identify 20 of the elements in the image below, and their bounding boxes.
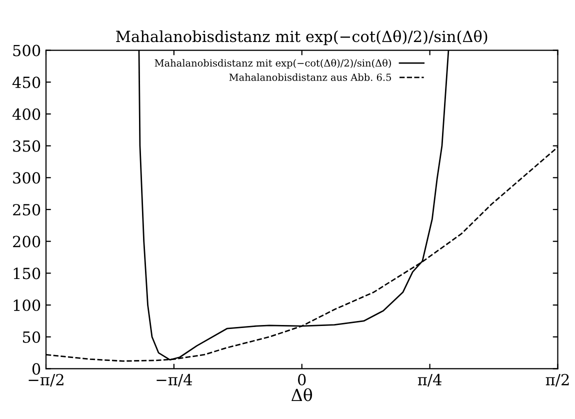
y-tick-label: 450 — [12, 76, 40, 88]
legend-label: Mahalanobisdistanz aus Abb. 6.5 — [229, 73, 391, 81]
legend-label: Mahalanobisdistanz mit exp(−cot(Δθ)/2)/sin(Δθ) — [154, 59, 391, 69]
x-axis-title: Δθ — [291, 388, 312, 402]
y-tick-label: 350 — [13, 140, 40, 152]
y-tick-label: 300 — [13, 172, 40, 184]
y-tick-label: 400 — [12, 108, 40, 120]
x-tick-label: −π/4 — [156, 374, 192, 387]
x-tick-label: π/2 — [546, 374, 569, 387]
x-tick-label: π/4 — [418, 374, 442, 387]
y-tick-label: 250 — [13, 204, 40, 216]
chart-title: Mahalanobisdistanz mit exp(−cot(Δθ)/2)/sin(Δθ) — [116, 30, 488, 46]
y-tick-label: 500 — [13, 44, 40, 56]
x-tick-label: −π/2 — [28, 374, 64, 387]
y-tick-label: 150 — [14, 268, 40, 280]
x-tick-label: 0 — [298, 374, 306, 386]
y-tick-label: 50 — [22, 331, 40, 343]
y-tick-label: 0 — [32, 363, 40, 375]
y-tick-label: 200 — [13, 236, 40, 248]
y-tick-label: 100 — [14, 299, 40, 312]
